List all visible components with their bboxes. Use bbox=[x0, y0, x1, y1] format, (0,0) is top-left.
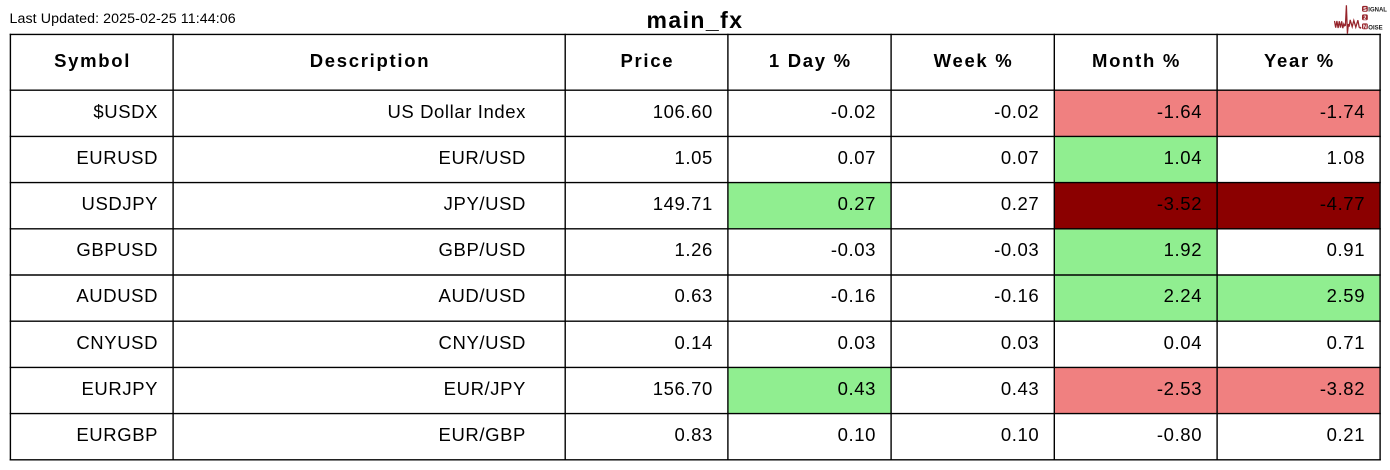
svg-text:N: N bbox=[1363, 24, 1367, 30]
svg-text:OISE: OISE bbox=[1368, 25, 1382, 31]
svg-text:2: 2 bbox=[1363, 15, 1366, 21]
svg-text:S: S bbox=[1363, 7, 1367, 13]
svg-text:IGNAL: IGNAL bbox=[1368, 7, 1387, 13]
